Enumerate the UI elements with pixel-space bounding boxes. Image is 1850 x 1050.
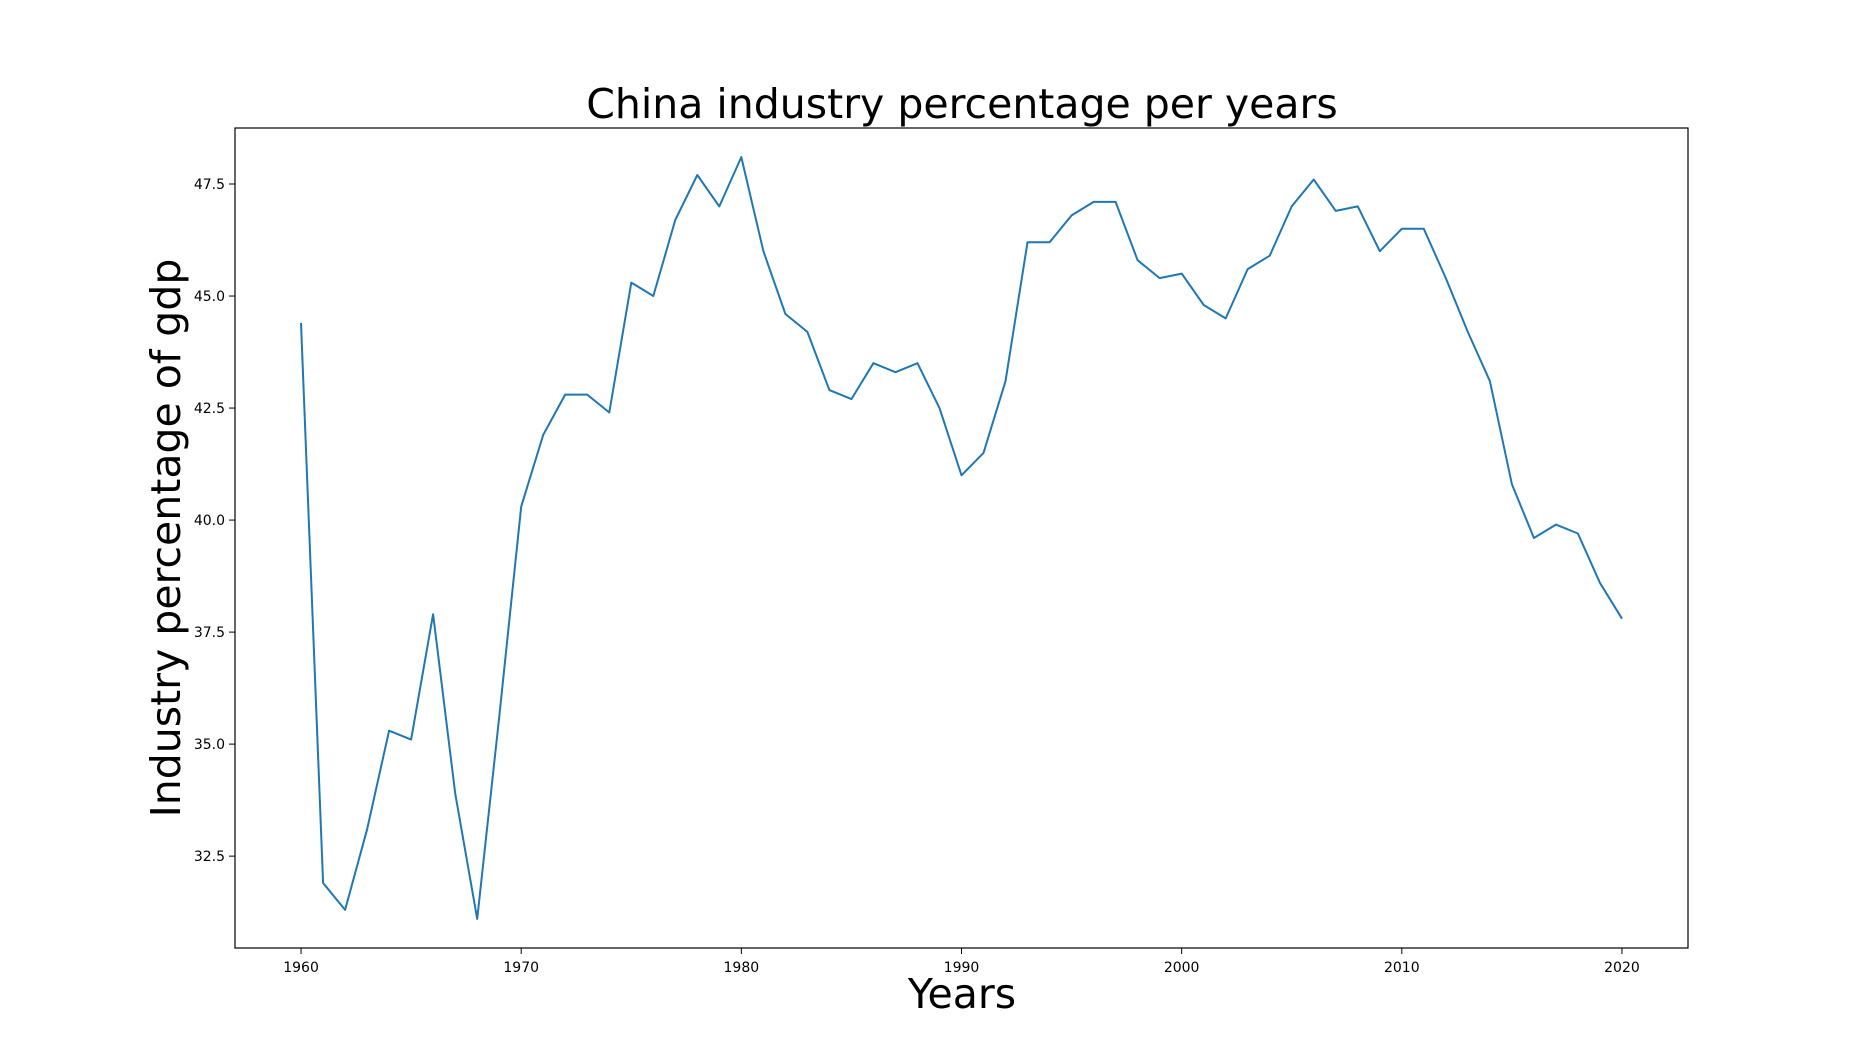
x-tick-label: 1970: [503, 960, 539, 976]
y-tick-label: 42.5: [194, 401, 225, 417]
y-tick-label: 35.0: [194, 737, 225, 753]
x-tick-label: 2020: [1604, 960, 1640, 976]
y-tick-label: 47.5: [194, 177, 225, 193]
y-axis: 32.5 35.0 37.5 40.0 42.5 45.0 47.5: [194, 177, 235, 865]
x-tick-label: 2000: [1164, 960, 1200, 976]
y-tick-label: 40.0: [194, 513, 225, 529]
x-axis-label: Years: [907, 970, 1016, 1018]
x-tick-label: 1960: [283, 960, 319, 976]
y-axis-label: Industry percentage of gdp: [142, 259, 190, 818]
y-tick-label: 45.0: [194, 289, 225, 305]
series-line: [300, 156, 1623, 920]
x-tick-label: 1980: [724, 960, 760, 976]
plot-frame: [234, 127, 1689, 949]
x-tick-label: 2010: [1384, 960, 1420, 976]
x-tick-label: 1990: [944, 960, 980, 976]
x-axis: 1960 1970 1980 1990 2000 2010 2020: [283, 948, 1640, 976]
y-tick-label: 37.5: [194, 625, 225, 641]
y-tick-label: 32.5: [194, 849, 225, 865]
series-layer: [300, 156, 1623, 920]
chart-title: China industry percentage per years: [586, 80, 1338, 128]
